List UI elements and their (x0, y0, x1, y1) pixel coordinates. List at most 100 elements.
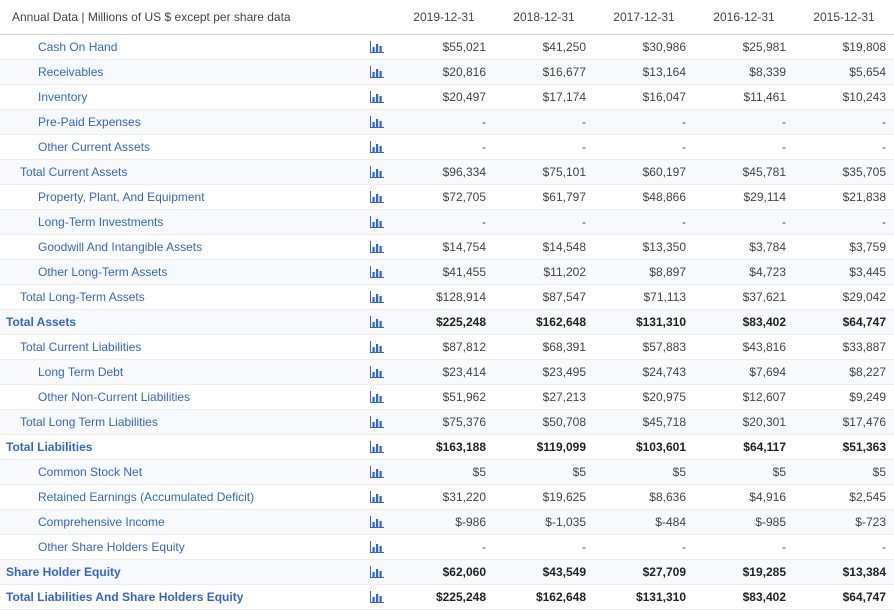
row-label-link[interactable]: Total Long-Term Assets (20, 290, 145, 304)
row-label[interactable]: Cash On Hand (0, 35, 362, 60)
bar-chart-icon[interactable] (362, 160, 394, 185)
row-label-link[interactable]: Inventory (38, 90, 87, 104)
bar-chart-icon[interactable] (362, 310, 394, 335)
row-label-link[interactable]: Other Share Holders Equity (38, 540, 185, 554)
row-label[interactable]: Other Share Holders Equity (0, 535, 362, 560)
table-header-row: Annual Data | Millions of US $ except pe… (0, 0, 894, 35)
bar-chart-icon[interactable] (362, 285, 394, 310)
row-label[interactable]: Share Holder Equity (0, 560, 362, 585)
row-label[interactable]: Total Current Assets (0, 160, 362, 185)
row-label[interactable]: Long-Term Investments (0, 210, 362, 235)
row-label-link[interactable]: Retained Earnings (Accumulated Deficit) (38, 490, 254, 504)
cell-value: - (694, 110, 794, 135)
bar-chart-icon[interactable] (362, 585, 394, 610)
table-row: Other Long-Term Assets$41,455$11,202$8,8… (0, 260, 894, 285)
cell-value: $-484 (594, 510, 694, 535)
cell-value: $71,113 (594, 285, 694, 310)
cell-value: $13,164 (594, 60, 694, 85)
column-header: 2016-12-31 (694, 0, 794, 35)
bar-chart-icon[interactable] (362, 35, 394, 60)
row-label-link[interactable]: Total Liabilities And Share Holders Equi… (6, 590, 243, 604)
bar-chart-icon[interactable] (362, 360, 394, 385)
bar-chart-icon[interactable] (362, 385, 394, 410)
row-label[interactable]: Comprehensive Income (0, 510, 362, 535)
bar-chart-icon[interactable] (362, 535, 394, 560)
row-label-link[interactable]: Other Non-Current Liabilities (38, 390, 190, 404)
row-label[interactable]: Total Liabilities And Share Holders Equi… (0, 585, 362, 610)
column-header: 2018-12-31 (494, 0, 594, 35)
row-label[interactable]: Total Long-Term Assets (0, 285, 362, 310)
table-row: Goodwill And Intangible Assets$14,754$14… (0, 235, 894, 260)
cell-value: $19,808 (794, 35, 894, 60)
row-label[interactable]: Goodwill And Intangible Assets (0, 235, 362, 260)
row-label[interactable]: Total Liabilities (0, 435, 362, 460)
cell-value: $27,213 (494, 385, 594, 410)
table-row: Cash On Hand$55,021$41,250$30,986$25,981… (0, 35, 894, 60)
cell-value: $16,677 (494, 60, 594, 85)
row-label-link[interactable]: Goodwill And Intangible Assets (38, 240, 202, 254)
row-label-link[interactable]: Other Long-Term Assets (38, 265, 167, 279)
row-label[interactable]: Retained Earnings (Accumulated Deficit) (0, 485, 362, 510)
row-label-link[interactable]: Receivables (38, 65, 103, 79)
bar-chart-icon[interactable] (362, 210, 394, 235)
bar-chart-icon[interactable] (362, 60, 394, 85)
row-label[interactable]: Property, Plant, And Equipment (0, 185, 362, 210)
row-label[interactable]: Other Non-Current Liabilities (0, 385, 362, 410)
bar-chart-icon[interactable] (362, 460, 394, 485)
row-label-link[interactable]: Comprehensive Income (38, 515, 165, 529)
bar-chart-icon[interactable] (362, 335, 394, 360)
row-label-link[interactable]: Total Long Term Liabilities (20, 415, 158, 429)
cell-value: $3,445 (794, 260, 894, 285)
row-label[interactable]: Other Current Assets (0, 135, 362, 160)
cell-value: - (594, 210, 694, 235)
row-label-link[interactable]: Long-Term Investments (38, 215, 163, 229)
cell-value: $10,243 (794, 85, 894, 110)
cell-value: $5 (794, 460, 894, 485)
bar-chart-icon[interactable] (362, 135, 394, 160)
row-label[interactable]: Common Stock Net (0, 460, 362, 485)
row-label-link[interactable]: Share Holder Equity (6, 565, 121, 579)
row-label[interactable]: Total Assets (0, 310, 362, 335)
cell-value: $13,350 (594, 235, 694, 260)
row-label[interactable]: Long Term Debt (0, 360, 362, 385)
bar-chart-icon[interactable] (362, 510, 394, 535)
row-label-link[interactable]: Property, Plant, And Equipment (38, 190, 205, 204)
cell-value: - (494, 535, 594, 560)
table-row: Common Stock Net$5$5$5$5$5 (0, 460, 894, 485)
row-label[interactable]: Total Long Term Liabilities (0, 410, 362, 435)
row-label[interactable]: Pre-Paid Expenses (0, 110, 362, 135)
cell-value: $5 (694, 460, 794, 485)
row-label[interactable]: Inventory (0, 85, 362, 110)
cell-value: $5 (394, 460, 494, 485)
row-label-link[interactable]: Other Current Assets (38, 140, 150, 154)
bar-chart-icon[interactable] (362, 560, 394, 585)
row-label-link[interactable]: Total Current Liabilities (20, 340, 141, 354)
cell-value: $5,654 (794, 60, 894, 85)
bar-chart-icon[interactable] (362, 410, 394, 435)
cell-value: $37,621 (694, 285, 794, 310)
row-label-link[interactable]: Total Current Assets (20, 165, 127, 179)
bar-chart-icon[interactable] (362, 185, 394, 210)
cell-value: $43,816 (694, 335, 794, 360)
row-label-link[interactable]: Pre-Paid Expenses (38, 115, 141, 129)
bar-chart-icon[interactable] (362, 85, 394, 110)
cell-value: $11,202 (494, 260, 594, 285)
row-label-link[interactable]: Long Term Debt (38, 365, 123, 379)
cell-value: $30,986 (594, 35, 694, 60)
row-label-link[interactable]: Common Stock Net (38, 465, 142, 479)
bar-chart-icon[interactable] (362, 435, 394, 460)
cell-value: $50,708 (494, 410, 594, 435)
bar-chart-icon[interactable] (362, 110, 394, 135)
bar-chart-icon[interactable] (362, 235, 394, 260)
bar-chart-icon[interactable] (362, 485, 394, 510)
bar-chart-icon[interactable] (362, 260, 394, 285)
row-label[interactable]: Receivables (0, 60, 362, 85)
table-row: Inventory$20,497$17,174$16,047$11,461$10… (0, 85, 894, 110)
row-label[interactable]: Other Long-Term Assets (0, 260, 362, 285)
row-label[interactable]: Total Current Liabilities (0, 335, 362, 360)
cell-value: $162,648 (494, 585, 594, 610)
row-label-link[interactable]: Cash On Hand (38, 40, 117, 54)
cell-value: $128,914 (394, 285, 494, 310)
row-label-link[interactable]: Total Assets (6, 315, 76, 329)
row-label-link[interactable]: Total Liabilities (6, 440, 92, 454)
